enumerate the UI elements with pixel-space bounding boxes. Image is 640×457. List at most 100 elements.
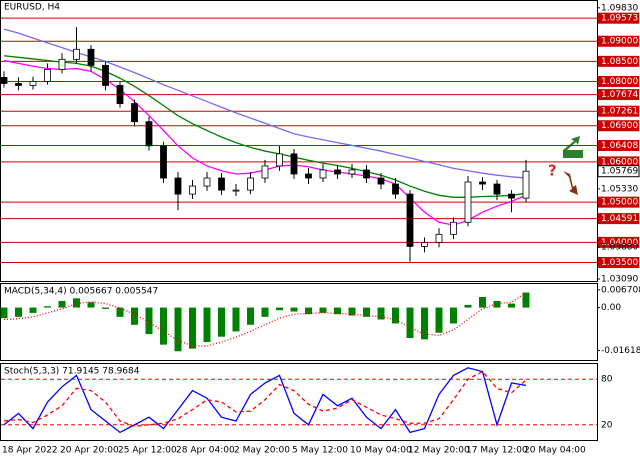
candle-body (348, 169, 356, 175)
candle-body (406, 193, 414, 247)
candle-body (435, 233, 443, 243)
candle-body (319, 169, 327, 179)
y-tick-label: 1.05330 (601, 184, 638, 194)
macd-bar (232, 307, 240, 332)
macd-bar (160, 307, 167, 345)
x-tick-label: 10 May 04:00 (350, 446, 412, 456)
level-label: 1.06000 (601, 157, 638, 167)
macd-bar (363, 307, 370, 317)
macd-bar (450, 307, 457, 324)
candle-body (44, 68, 51, 82)
x-tick-label: 12 May 20:00 (408, 446, 470, 456)
level-label: 1.07674 (601, 90, 638, 100)
candle-body (450, 221, 457, 235)
x-tick-label: 18 Apr 2022 (2, 446, 58, 456)
macd-bar (0, 307, 8, 319)
level-label: 1.06408 (601, 141, 638, 151)
indicator-line (3, 367, 527, 434)
candle-body (102, 64, 109, 86)
level-label-box (598, 12, 639, 24)
level-label: 1.04591 (601, 214, 638, 224)
candle-body (131, 103, 138, 123)
macd-bar (334, 307, 341, 315)
macd-bar (392, 307, 399, 324)
candle-body (508, 193, 515, 199)
level-label-box (598, 89, 639, 101)
macd-bar (73, 298, 80, 308)
candle-body (0, 77, 8, 84)
macd-bar (131, 307, 138, 325)
candle-body (58, 58, 66, 70)
macd-bar (319, 307, 327, 313)
candle-body (334, 169, 341, 175)
macd-bar (15, 307, 22, 317)
candle-body (203, 177, 211, 187)
y-tick-label: 0.00 (601, 303, 621, 313)
macd-bar (406, 307, 414, 339)
level-label: 1.06900 (601, 121, 638, 131)
x-tick-label: 17 May 12:00 (466, 446, 528, 456)
candle-body (29, 81, 37, 86)
candle-body (493, 183, 501, 195)
macd-title: MACD(5,34,4) 0.005667 0.005547 (4, 287, 158, 297)
macd-bar (58, 300, 66, 308)
candle-body (421, 241, 428, 247)
indicator-line (3, 59, 527, 226)
x-tick-label: 5 May 12:00 (292, 446, 348, 456)
level-label-box (598, 196, 639, 208)
level-label: 1.03500 (601, 258, 638, 268)
y-tick-label: -0.016187 (601, 346, 640, 356)
macd-bar (102, 307, 109, 309)
macd-bar (348, 307, 356, 316)
level-label-box (598, 120, 639, 132)
level-label-box (598, 105, 639, 117)
main-title: EURUSD, H4 (4, 3, 60, 13)
last-price-box (597, 165, 640, 178)
level-label-box (598, 156, 639, 168)
macd-bar (116, 307, 124, 317)
candle-body (160, 145, 167, 179)
y-tick-label: 80 (601, 375, 613, 385)
macd-bar (29, 307, 37, 313)
x-tick-label: 20 May 04:00 (524, 446, 586, 456)
y-tick-label: 0.006708 (601, 285, 640, 295)
macd-bar (435, 307, 443, 333)
level-label-box (598, 35, 639, 47)
candle-body (479, 181, 486, 185)
level-label-box (598, 236, 639, 248)
level-label-box (598, 213, 639, 225)
candle-body (522, 170, 530, 199)
macd-bar (203, 307, 211, 342)
macd-bar (377, 307, 385, 320)
macd-bar (261, 307, 269, 317)
macd-bar (87, 302, 95, 308)
indicator-line (3, 292, 527, 347)
y-tick-label: 20 (601, 420, 613, 430)
macd-bar (218, 307, 225, 337)
indicator-line (3, 28, 527, 179)
macd-bar (145, 307, 153, 335)
candle-body (145, 121, 153, 147)
x-tick-label: 25 Apr 12:00 (118, 446, 177, 456)
x-tick-label: 2 May 20:00 (234, 446, 290, 456)
candle-body (174, 177, 182, 195)
macd-bar (305, 307, 312, 315)
question-mark: ? (548, 162, 557, 180)
level-label-box (598, 256, 639, 268)
x-tick-label: 20 Apr 20:00 (60, 446, 119, 456)
level-label: 1.05000 (601, 198, 638, 208)
last-price-label: 1.05769 (601, 167, 638, 177)
macd-bar (189, 307, 196, 349)
level-label: 1.09573 (601, 14, 638, 24)
y-tick-label: 1.03090 (601, 274, 638, 284)
up-arrow (563, 136, 583, 158)
candle-body (218, 177, 225, 191)
level-label-box (598, 75, 639, 87)
indicator-line (3, 370, 527, 427)
macd-panel (0, 283, 598, 361)
level-label: 1.04000 (601, 238, 638, 248)
macd-bar (464, 304, 472, 308)
level-label: 1.09000 (601, 37, 638, 47)
level-label-box (598, 55, 639, 67)
